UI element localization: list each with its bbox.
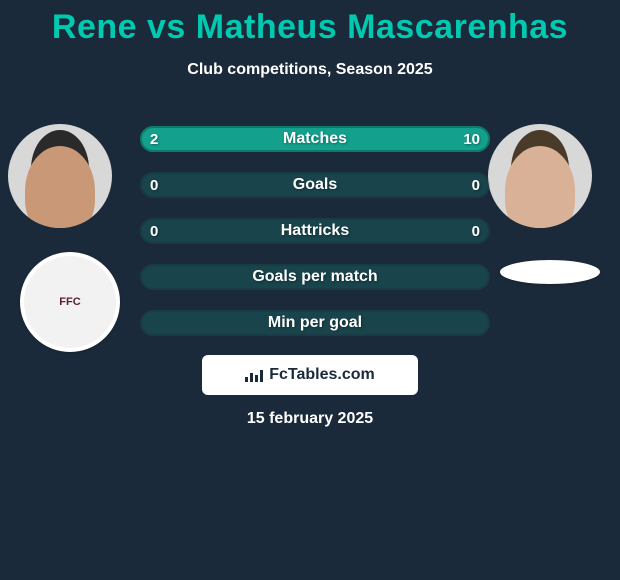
stat-bar-label: Goals per match <box>140 264 490 290</box>
title-player-right: Matheus Mascarenhas <box>196 8 568 46</box>
stat-bar-row: Matches2 10 <box>140 126 490 152</box>
branding-text: FcTables.com <box>269 366 375 384</box>
stat-bar-row: Goals per match <box>140 264 490 290</box>
footer-date: 15 february 2025 <box>0 410 620 428</box>
stat-bar-label: Min per goal <box>140 310 490 336</box>
stat-bar-row: Hattricks0 0 <box>140 218 490 244</box>
stat-bar-row: Min per goal <box>140 310 490 336</box>
stat-bar-value-right: 10 <box>463 126 480 152</box>
stat-bar-label: Hattricks <box>140 218 490 244</box>
stat-bar-label: Matches <box>140 126 490 152</box>
club-badge-left: FFC <box>20 252 120 352</box>
stat-bar-value-left: 2 <box>150 126 158 152</box>
stat-bars: Matches210Goals00Hattricks00Goals per ma… <box>140 126 490 356</box>
stat-bar-label: Goals <box>140 172 490 198</box>
branding-box: FcTables.com <box>202 355 418 395</box>
stat-bar-value-left: 0 <box>150 218 158 244</box>
face-icon <box>505 146 575 228</box>
page-title: Rene vs Matheus Mascarenhas <box>0 8 620 47</box>
subtitle: Club competitions, Season 2025 <box>0 61 620 79</box>
stat-bar-value-right: 0 <box>472 218 480 244</box>
stat-bar-value-right: 0 <box>472 172 480 198</box>
stat-bar-value-left: 0 <box>150 172 158 198</box>
stat-bar-row: Goals0 0 <box>140 172 490 198</box>
face-icon <box>25 146 95 228</box>
club-badge-label: FFC <box>59 296 80 308</box>
title-player-left: Rene <box>52 8 137 46</box>
title-vs: vs <box>147 8 186 46</box>
player-avatar-right <box>488 124 592 228</box>
bar-chart-icon <box>245 368 263 382</box>
player-avatar-left <box>8 124 112 228</box>
club-badge-right <box>500 260 600 284</box>
comparison-card: Rene vs Matheus Mascarenhas Club competi… <box>0 0 620 580</box>
